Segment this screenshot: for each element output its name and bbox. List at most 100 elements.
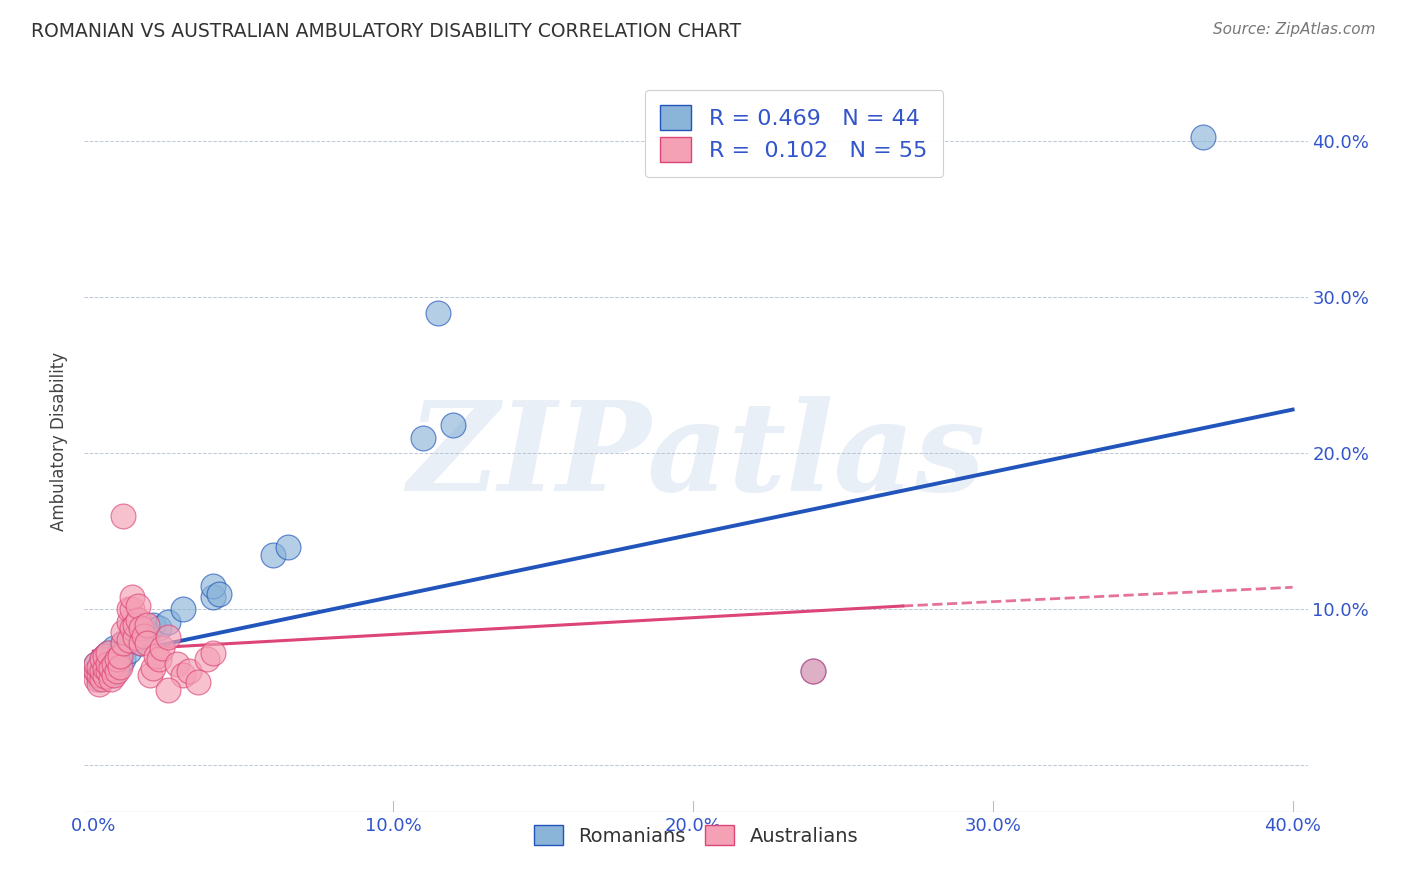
Point (121, 621, 143, 635)
Point (121, 602, 143, 616)
Point (801, 665, 824, 679)
Point (100, 661, 122, 675)
Point (1191, 129, 1213, 144)
Point (148, 621, 170, 635)
Point (91, 672, 114, 686)
Point (110, 648, 132, 663)
Point (157, 683, 180, 698)
Point (136, 625, 159, 640)
Point (105, 648, 128, 663)
Point (134, 629, 156, 643)
Point (91, 665, 114, 679)
Point (94, 669, 117, 683)
Point (142, 617, 165, 632)
Point (94, 648, 117, 663)
Point (91, 652, 114, 666)
Point (97, 646, 120, 660)
Point (97, 657, 120, 671)
Point (112, 625, 135, 640)
Point (148, 652, 170, 666)
Point (105, 652, 128, 666)
Point (112, 636, 135, 650)
Point (118, 602, 141, 616)
Point (94, 669, 117, 683)
Point (103, 641, 125, 656)
Point (179, 665, 201, 679)
Point (142, 661, 165, 675)
Point (131, 636, 153, 650)
Point (277, 540, 299, 554)
Point (131, 636, 153, 650)
Point (94, 661, 117, 675)
Point (427, 306, 450, 320)
Point (121, 633, 143, 648)
Point (166, 657, 188, 671)
Point (118, 644, 141, 658)
Point (208, 586, 231, 600)
Point (136, 636, 159, 650)
Point (103, 665, 125, 679)
Point (97, 665, 120, 679)
Point (112, 636, 135, 650)
Point (105, 665, 128, 679)
Text: ROMANIAN VS AUSTRALIAN AMBULATORY DISABILITY CORRELATION CHART: ROMANIAN VS AUSTRALIAN AMBULATORY DISABI… (31, 22, 741, 41)
Point (412, 431, 434, 445)
Point (86, 657, 108, 671)
Point (202, 579, 225, 593)
Point (150, 641, 173, 656)
Point (124, 630, 146, 644)
Point (89, 672, 111, 686)
Point (100, 667, 122, 681)
Text: ZIPatlas: ZIPatlas (406, 395, 986, 517)
Point (103, 657, 125, 671)
Point (86, 657, 108, 671)
Point (139, 667, 162, 681)
Point (86, 665, 108, 679)
Point (89, 659, 111, 673)
Point (97, 646, 120, 660)
Y-axis label: Ambulatory Disability: Ambulatory Disability (51, 352, 69, 531)
Point (124, 617, 146, 632)
Point (100, 672, 122, 686)
Point (127, 599, 149, 613)
Text: Source: ZipAtlas.com: Source: ZipAtlas.com (1212, 22, 1375, 37)
Point (187, 675, 209, 690)
Point (157, 615, 180, 629)
Point (801, 665, 824, 679)
Point (112, 508, 135, 523)
Point (103, 657, 125, 671)
Point (86, 672, 108, 686)
Point (127, 613, 149, 627)
Legend: Romanians, Australians: Romanians, Australians (524, 815, 868, 855)
Point (89, 667, 111, 681)
Point (94, 648, 117, 663)
Point (89, 665, 111, 679)
Point (100, 661, 122, 675)
Point (118, 615, 141, 629)
Point (110, 646, 132, 660)
Point (131, 621, 153, 635)
Point (112, 652, 135, 666)
Point (157, 630, 180, 644)
Point (441, 418, 464, 433)
Point (202, 590, 225, 604)
Point (94, 659, 117, 673)
Point (110, 659, 132, 673)
Point (262, 548, 284, 562)
Point (195, 652, 218, 666)
Point (127, 630, 149, 644)
Point (172, 602, 194, 616)
Point (91, 667, 114, 681)
Point (91, 652, 114, 666)
Point (110, 657, 132, 671)
Point (89, 677, 111, 691)
Point (91, 661, 114, 675)
Point (172, 667, 194, 681)
Point (100, 652, 122, 666)
Point (97, 665, 120, 679)
Point (145, 648, 167, 663)
Point (86, 665, 108, 679)
Point (121, 590, 143, 604)
Point (118, 633, 141, 648)
Point (105, 659, 128, 673)
